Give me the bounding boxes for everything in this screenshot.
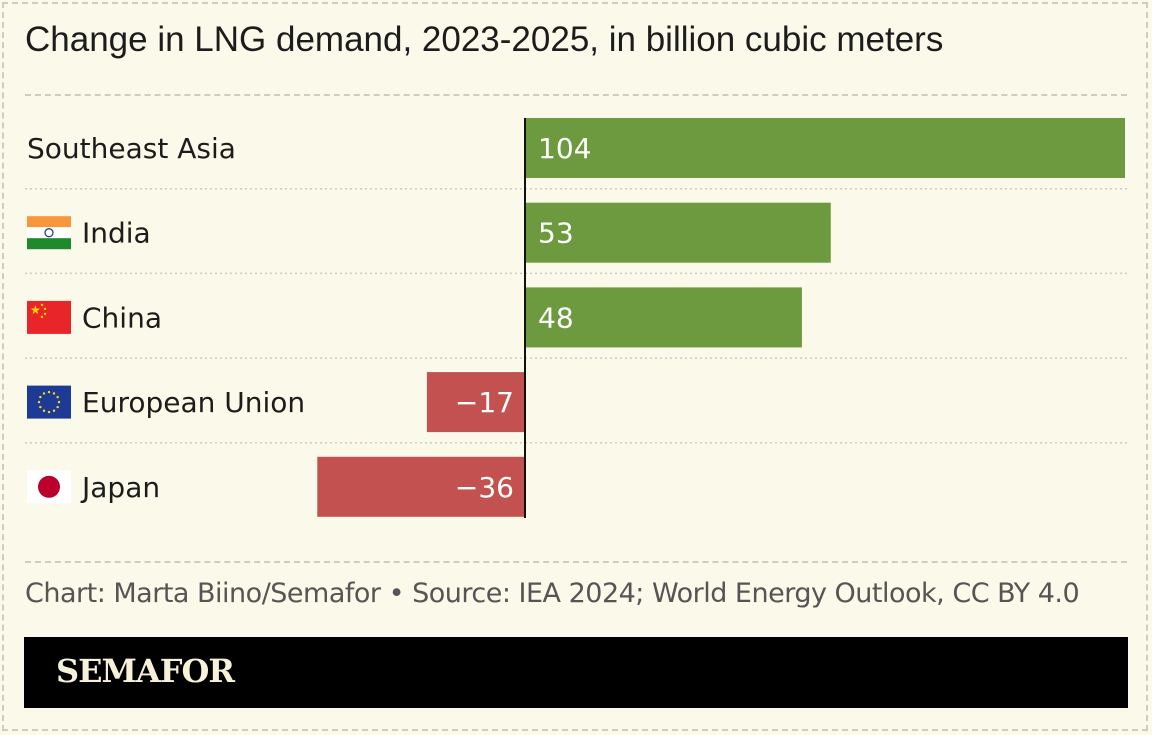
eu-flag-icon bbox=[27, 385, 71, 419]
bar-row: Japan −36 bbox=[25, 442, 1127, 517]
china-flag-icon: ★ bbox=[27, 300, 71, 334]
chart-title: Change in LNG demand, 2023-2025, in bill… bbox=[25, 20, 944, 59]
bar-row: India 53 bbox=[25, 187, 1127, 263]
divider bbox=[25, 94, 1127, 96]
bar bbox=[525, 202, 831, 263]
divider bbox=[25, 561, 1127, 563]
data-label: 48 bbox=[538, 301, 574, 334]
svg-text:★: ★ bbox=[30, 303, 41, 317]
india-flag-icon bbox=[27, 216, 71, 250]
bar bbox=[525, 287, 802, 348]
bar-row: Southeast Asia 104 bbox=[27, 118, 1125, 178]
bar bbox=[426, 372, 525, 433]
bar bbox=[525, 118, 1125, 178]
semafor-logo: SEMAFOR bbox=[56, 652, 235, 690]
bar-row: ★ China 48 bbox=[25, 272, 1127, 348]
bar bbox=[317, 456, 525, 517]
category-label: India bbox=[82, 217, 151, 250]
category-label: European Union bbox=[82, 386, 305, 419]
brand-bar: SEMAFOR bbox=[24, 637, 1128, 708]
chart-credit: Chart: Marta Biino/Semafor • Source: IEA… bbox=[25, 578, 1080, 609]
category-label: Southeast Asia bbox=[27, 132, 236, 165]
data-label: 104 bbox=[538, 132, 591, 165]
data-label: −17 bbox=[455, 386, 514, 419]
category-label: Japan bbox=[80, 471, 160, 504]
bar-row: European Union −17 bbox=[25, 357, 1127, 433]
data-label: 53 bbox=[538, 217, 574, 250]
japan-flag-icon bbox=[27, 470, 71, 504]
category-label: China bbox=[82, 301, 162, 334]
data-label: −36 bbox=[455, 471, 514, 504]
